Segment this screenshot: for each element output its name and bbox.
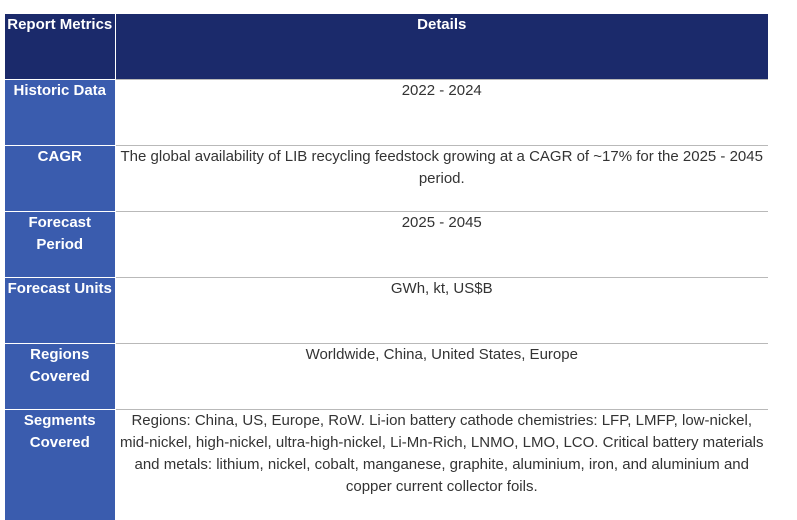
detail-value: The global availability of LIB recycling… bbox=[115, 144, 768, 211]
metric-label: Forecast Period bbox=[5, 210, 116, 277]
metric-label: Historic Data bbox=[5, 78, 116, 145]
table-row-regions-covered: Regions Covered Worldwide, China, United… bbox=[5, 342, 768, 409]
table-row-forecast-period: Forecast Period 2025 - 2045 bbox=[5, 210, 768, 277]
detail-value: Regions: China, US, Europe, RoW. Li-ion … bbox=[115, 408, 768, 520]
table-row-forecast-units: Forecast Units GWh, kt, US$B bbox=[5, 276, 768, 343]
detail-value: Worldwide, China, United States, Europe bbox=[115, 342, 768, 409]
metric-label: Forecast Units bbox=[5, 276, 116, 343]
detail-value: 2022 - 2024 bbox=[115, 78, 768, 145]
detail-value: GWh, kt, US$B bbox=[115, 276, 768, 343]
report-metrics-table: Report Metrics Details Historic Data 202… bbox=[5, 14, 768, 520]
header-details: Details bbox=[115, 14, 768, 79]
metric-label: Segments Covered bbox=[5, 408, 116, 520]
table-row-historic-data: Historic Data 2022 - 2024 bbox=[5, 78, 768, 145]
table-row-segments-covered: Segments Covered Regions: China, US, Eur… bbox=[5, 408, 768, 520]
header-report-metrics: Report Metrics bbox=[5, 14, 116, 79]
metric-label: Regions Covered bbox=[5, 342, 116, 409]
detail-value: 2025 - 2045 bbox=[115, 210, 768, 277]
table-header-row: Report Metrics Details bbox=[5, 14, 768, 79]
table-row-cagr: CAGR The global availability of LIB recy… bbox=[5, 144, 768, 211]
metric-label: CAGR bbox=[5, 144, 116, 211]
